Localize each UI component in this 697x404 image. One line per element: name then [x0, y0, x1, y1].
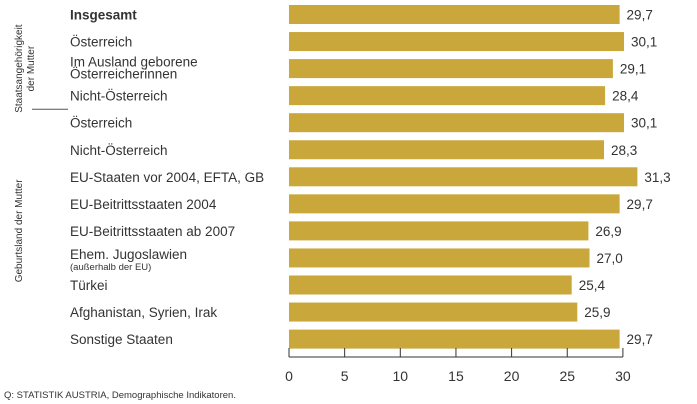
bar [289, 5, 620, 24]
x-tick-label: 25 [559, 368, 575, 384]
bar [289, 221, 589, 241]
category-label: Türkei [70, 278, 108, 293]
data-label: 29,1 [620, 62, 646, 77]
data-label: 30,1 [631, 35, 657, 50]
category-label: Im Ausland geborene [70, 55, 198, 70]
data-label: 29,7 [627, 197, 653, 212]
category-label: EU-Beitrittsstaaten ab 2007 [70, 224, 235, 239]
bar [289, 194, 620, 214]
category-label: EU-Staaten vor 2004, EFTA, GB [70, 170, 264, 185]
category-label: Insgesamt [70, 8, 137, 23]
category-label: Nicht-Österreich [70, 143, 168, 158]
category-label: Sonstige Staaten [70, 332, 173, 347]
data-label: 31,3 [644, 170, 670, 185]
source-note: Q: STATISTIK AUSTRIA, Demographische Ind… [4, 390, 236, 401]
data-label: 28,4 [612, 89, 639, 104]
group-label: Geburtsland der Mutter [14, 179, 25, 282]
bar [289, 248, 590, 268]
data-label: 27,0 [597, 251, 623, 266]
category-sublabel: (außerhalb der EU) [70, 262, 151, 273]
data-label: 25,4 [579, 278, 606, 293]
category-label: Ehem. Jugoslawien [70, 247, 187, 262]
category-label: Österreich [70, 116, 132, 131]
bar [289, 32, 624, 52]
x-tick-label: 15 [448, 368, 464, 384]
x-tick-label: 30 [615, 368, 631, 384]
x-tick-label: 5 [341, 368, 349, 384]
bar-chart: 29,7 Insgesamt 30,1 Österreich 29,1 Im Auslan… [14, 5, 671, 384]
x-tick-label: 0 [285, 368, 293, 384]
category-label: Österreich [70, 35, 132, 50]
bar [289, 140, 604, 160]
data-label: 29,7 [627, 332, 653, 347]
bar [289, 59, 613, 79]
category-label: Afghanistan, Syrien, Irak [70, 305, 217, 320]
group-label: Staatsangehörigkeit [14, 24, 25, 113]
group-label: der Mutter [26, 45, 37, 91]
bar [289, 86, 606, 106]
data-label: 26,9 [595, 224, 621, 239]
data-label: 28,3 [611, 143, 637, 158]
data-label: 25,9 [584, 305, 610, 320]
category-label: Nicht-Österreich [70, 89, 168, 104]
bar [289, 275, 572, 295]
bar [289, 167, 638, 187]
x-tick-label: 10 [393, 368, 409, 384]
bar [289, 302, 578, 322]
bar [289, 113, 624, 133]
data-label: 29,7 [627, 8, 653, 23]
x-tick-label: 20 [504, 368, 520, 384]
category-label: Österreicherinnen [70, 67, 177, 82]
category-label: EU-Beitrittsstaaten 2004 [70, 197, 217, 212]
bar [289, 329, 620, 349]
data-label: 30,1 [631, 116, 657, 131]
